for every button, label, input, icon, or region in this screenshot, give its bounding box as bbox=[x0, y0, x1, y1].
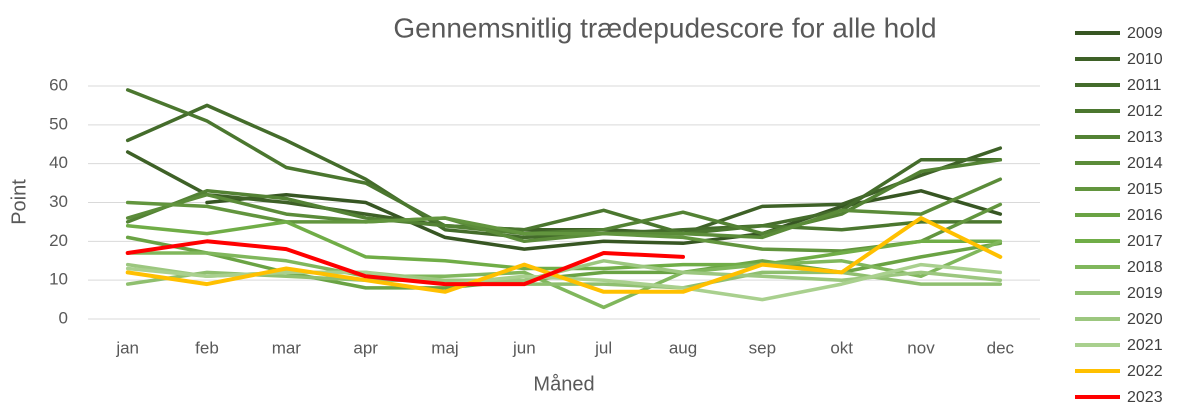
x-tick-label: mar bbox=[272, 338, 302, 357]
x-axis-label: Måned bbox=[533, 373, 594, 395]
legend-label: 2021 bbox=[1127, 337, 1163, 354]
x-tick-label: maj bbox=[431, 338, 458, 357]
series-line bbox=[125, 103, 1003, 240]
legend-label: 2014 bbox=[1127, 155, 1163, 172]
series-line bbox=[125, 216, 1003, 294]
legend-label: 2020 bbox=[1127, 311, 1163, 328]
x-tick-label: sep bbox=[749, 338, 776, 357]
legend-label: 2009 bbox=[1127, 25, 1163, 42]
legend-label: 2016 bbox=[1127, 207, 1163, 224]
series-line bbox=[125, 146, 1003, 236]
x-tick-label: dec bbox=[987, 338, 1015, 357]
y-tick-label: 0 bbox=[59, 308, 68, 327]
x-tick-label: nov bbox=[907, 338, 935, 357]
y-tick-label: 40 bbox=[49, 153, 68, 172]
x-tick-label: okt bbox=[830, 338, 853, 357]
y-tick-label: 10 bbox=[49, 270, 68, 289]
legend-label: 2010 bbox=[1127, 51, 1163, 68]
legend-label: 2017 bbox=[1127, 233, 1163, 250]
legend-label: 2012 bbox=[1127, 103, 1163, 120]
y-tick-label: 60 bbox=[49, 75, 68, 94]
legend-label: 2022 bbox=[1127, 363, 1163, 380]
legend-label: 2019 bbox=[1127, 285, 1163, 302]
series-line bbox=[125, 88, 1003, 236]
x-tick-label: apr bbox=[353, 338, 378, 357]
y-tick-label: 50 bbox=[49, 114, 68, 133]
series-line bbox=[125, 158, 1003, 236]
legend-label: 2018 bbox=[1127, 259, 1163, 276]
y-axis-label: Point bbox=[8, 179, 30, 225]
legend-label: 2023 bbox=[1127, 389, 1163, 405]
y-tick-label: 20 bbox=[49, 231, 68, 250]
x-tick-label: jun bbox=[512, 338, 536, 357]
legend-label: 2011 bbox=[1127, 77, 1162, 94]
legend-label: 2015 bbox=[1127, 181, 1163, 198]
y-tick-label: 30 bbox=[49, 192, 68, 211]
legend-label: 2013 bbox=[1127, 129, 1163, 146]
series-line bbox=[125, 239, 685, 287]
x-tick-label: aug bbox=[669, 338, 697, 357]
x-tick-label: jul bbox=[594, 338, 612, 357]
x-tick-label: jan bbox=[115, 338, 139, 357]
x-tick-label: feb bbox=[195, 338, 219, 357]
chart-title: Gennemsnitlig trædepudescore for alle ho… bbox=[393, 12, 936, 43]
series-line bbox=[125, 177, 1003, 244]
series-line bbox=[125, 270, 1003, 290]
